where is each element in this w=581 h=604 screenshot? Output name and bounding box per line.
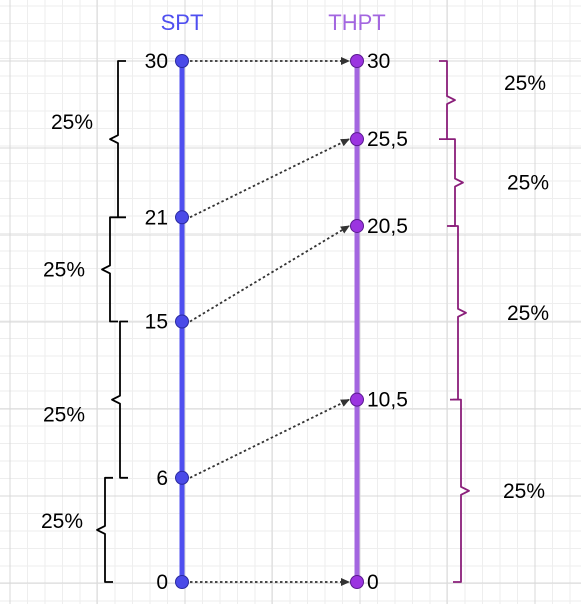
thpt-percent-label: 25% bbox=[507, 302, 549, 325]
thpt-point bbox=[351, 55, 364, 68]
spt-percent-label: 25% bbox=[51, 111, 93, 134]
thpt-point-label: 0 bbox=[367, 571, 379, 594]
thpt-point bbox=[351, 393, 364, 406]
spt-percent-label: 25% bbox=[43, 258, 85, 281]
spt-percent-label: 25% bbox=[41, 510, 83, 533]
thpt-point-label: 20,5 bbox=[367, 215, 408, 238]
spt-point-label: 30 bbox=[145, 50, 168, 73]
spt-point-label: 15 bbox=[145, 311, 168, 334]
thpt-percent-label: 25% bbox=[503, 480, 545, 503]
thpt-point-label: 10,5 bbox=[367, 389, 408, 412]
thpt-point bbox=[351, 219, 364, 232]
spt-point bbox=[176, 576, 189, 589]
spt-percent-label: 25% bbox=[43, 404, 85, 427]
spt-point-label: 6 bbox=[156, 467, 168, 490]
spt-point bbox=[176, 211, 189, 224]
thpt-percent-label: 25% bbox=[507, 172, 549, 195]
spt-point-label: 21 bbox=[145, 206, 168, 229]
thpt-point-label: 30 bbox=[367, 50, 390, 73]
spt-point bbox=[176, 55, 189, 68]
spt-point bbox=[176, 315, 189, 328]
thpt-header: THPT bbox=[328, 10, 385, 35]
thpt-point bbox=[351, 576, 364, 589]
thpt-point-label: 25,5 bbox=[367, 128, 408, 151]
spt-header: SPT bbox=[161, 10, 204, 35]
thpt-percent-label: 25% bbox=[504, 72, 546, 95]
thpt-point bbox=[351, 133, 364, 146]
spt-point bbox=[176, 471, 189, 484]
spt-point-label: 0 bbox=[156, 571, 168, 594]
